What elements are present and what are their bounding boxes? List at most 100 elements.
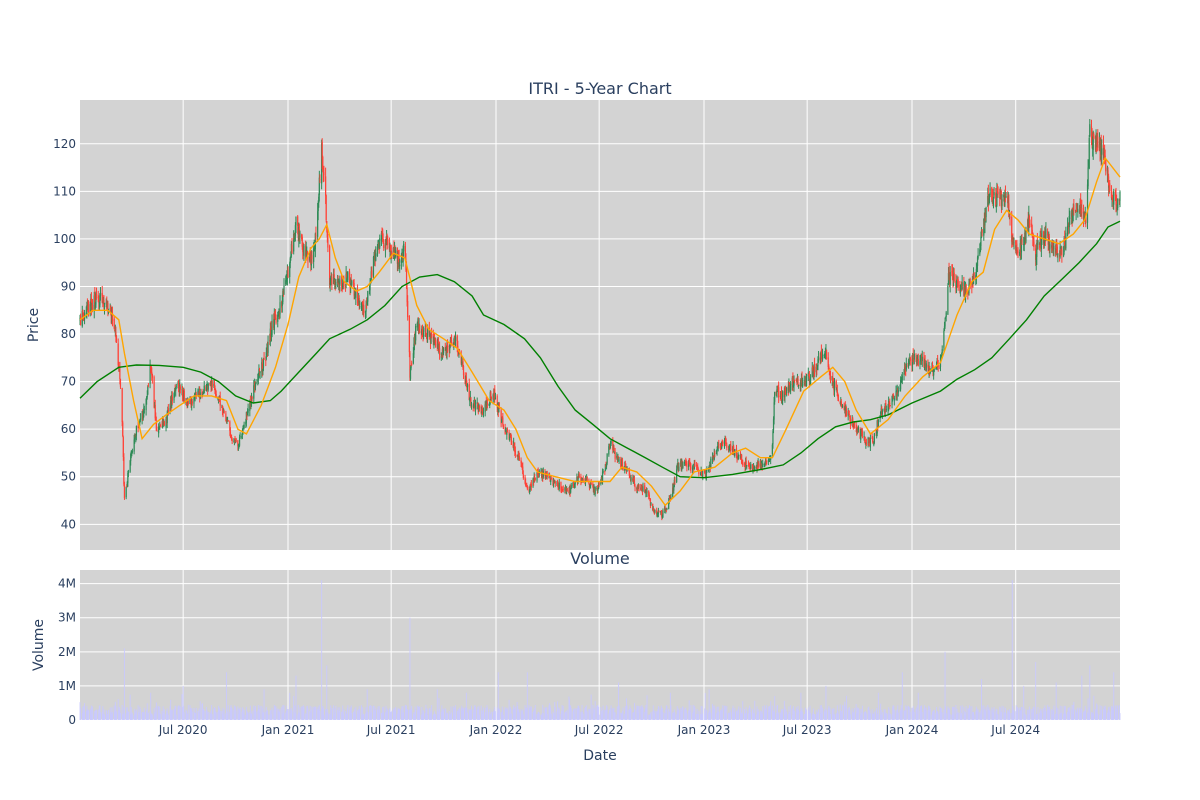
volume-bar [861, 709, 863, 720]
volume-bar [386, 711, 388, 720]
candle-body [146, 395, 148, 398]
candle-body [201, 392, 204, 396]
candle-body [546, 473, 548, 477]
volume-bar [828, 705, 830, 720]
volume-bar [844, 701, 846, 720]
volume-bar [142, 712, 144, 720]
candle-body [797, 378, 799, 387]
candle-body [644, 485, 646, 493]
volume-bar [566, 709, 568, 720]
candle-body [704, 471, 706, 475]
candle-body [194, 393, 196, 397]
volume-bar [1116, 714, 1118, 720]
volume-bar [763, 705, 765, 720]
candle-body [892, 395, 894, 398]
candle-body [350, 278, 352, 288]
volume-bar [303, 706, 305, 720]
volume-bar [333, 714, 335, 720]
candle-body [855, 426, 857, 429]
candle-body [889, 405, 891, 407]
volume-bar [117, 699, 119, 720]
candle-body [662, 510, 664, 518]
candle-body [829, 372, 831, 375]
candle-body [641, 485, 643, 491]
volume-bar [1112, 707, 1114, 720]
volume-bar [201, 703, 203, 720]
volume-bar [750, 712, 752, 720]
candle-body [793, 381, 795, 386]
candle-body [710, 458, 712, 468]
volume-bar [895, 710, 897, 720]
volume-bar [361, 705, 363, 720]
volume-bar [1036, 713, 1038, 720]
candle-body [416, 322, 418, 328]
candle-body [257, 379, 259, 382]
volume-bar [541, 713, 543, 720]
volume-bar [406, 705, 408, 720]
volume-bar [1064, 707, 1066, 720]
volume-bar [388, 709, 390, 720]
volume-bar [477, 706, 479, 720]
volume-bar [545, 707, 547, 720]
volume-bar [801, 708, 803, 720]
volume-bar [225, 713, 227, 720]
candle-body [187, 401, 189, 405]
volume-bar [864, 712, 866, 720]
candle-body [648, 491, 650, 496]
volume-bar [743, 708, 745, 720]
volume-bar [570, 705, 572, 720]
volume-bar [285, 710, 287, 720]
volume-bar [933, 709, 935, 720]
volume-bar [684, 709, 686, 720]
candle-body [921, 356, 923, 362]
volume-bar [481, 713, 483, 720]
volume-bar [381, 713, 383, 720]
volume-bar [775, 713, 777, 720]
candle-body [446, 343, 448, 354]
candle-body [407, 301, 409, 318]
volume-bar [628, 709, 630, 720]
volume-bar [729, 712, 731, 720]
volume-bar [652, 705, 654, 720]
volume-bar [770, 701, 772, 720]
candle-body [277, 314, 279, 322]
candle-body [287, 269, 289, 278]
volume-bar [1027, 709, 1029, 720]
candle-body [486, 402, 489, 405]
candle-body [318, 196, 320, 203]
volume-bar [999, 706, 1001, 720]
candle-body [542, 471, 544, 478]
candle-body [1056, 246, 1058, 255]
candle-body [919, 361, 921, 365]
candle-body [383, 244, 385, 249]
candle-body [999, 190, 1001, 199]
candle-body [82, 310, 84, 313]
candle-body [1021, 239, 1023, 243]
candle-body [270, 326, 272, 339]
volume-bar [864, 710, 866, 720]
candle-body [933, 370, 935, 376]
volume-bar [522, 714, 524, 720]
volume-bar [610, 708, 612, 720]
volume-bar [126, 707, 128, 720]
volume-bar [928, 711, 930, 720]
volume-bar [219, 708, 221, 720]
price-chart-title: ITRI - 5-Year Chart [528, 79, 671, 98]
volume-bar [341, 711, 343, 720]
volume-bar [787, 713, 789, 720]
volume-bar [952, 714, 954, 720]
volume-bar [610, 705, 612, 720]
volume-bar [696, 714, 698, 720]
candle-body [1036, 242, 1038, 257]
volume-bar [257, 704, 259, 720]
volume-bar [153, 708, 155, 720]
volume-bar [641, 704, 643, 720]
volume-bar [469, 709, 471, 720]
candle-body [348, 271, 351, 283]
candle-body [807, 372, 809, 376]
volume-bar [347, 705, 349, 720]
candle-body [442, 348, 445, 354]
volume-bar [419, 707, 421, 720]
volume-bar [586, 711, 588, 720]
volume-bar [241, 707, 243, 720]
